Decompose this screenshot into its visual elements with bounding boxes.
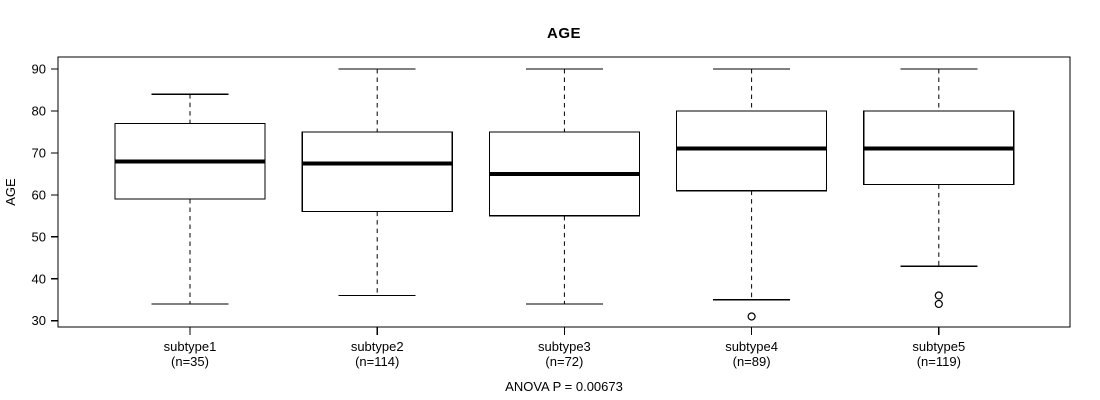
y-tick-label: 60 (32, 187, 46, 202)
outlier-point (934, 291, 943, 300)
group-count-label: (n=72) (545, 354, 583, 369)
group-count-label: (n=35) (171, 354, 209, 369)
iqr-box (675, 110, 828, 192)
group-label: subtype2 (351, 339, 404, 354)
group-count-label: (n=89) (733, 354, 771, 369)
group-count-label: (n=119) (917, 354, 961, 369)
boxplot-group (301, 68, 453, 297)
boxplot-group (863, 68, 1015, 309)
group-label: subtype4 (725, 339, 778, 354)
outlier-point (934, 299, 943, 309)
y-axis: 30 40 50 60 70 80 90 (32, 62, 58, 328)
y-tick-label: 50 (32, 229, 46, 244)
group-count-label: (n=114) (355, 354, 399, 369)
boxplot-series (114, 68, 1015, 321)
outlier-point (747, 312, 756, 321)
chart-title: AGE (547, 25, 581, 42)
group-label: subtype1 (164, 339, 217, 354)
y-tick-label: 30 (32, 313, 46, 328)
x-axis: subtype1(n=35)subtype2(n=114)subtype3(n=… (164, 327, 965, 369)
y-tick-label: 40 (32, 271, 46, 286)
y-tick-label: 70 (32, 145, 46, 160)
y-tick-label: 90 (32, 62, 46, 77)
boxplot-group (675, 68, 828, 321)
y-axis-title: AGE (3, 178, 18, 206)
iqr-box (301, 131, 453, 213)
y-tick-label: 80 (32, 103, 46, 118)
anova-p-value-text: ANOVA P = 0.00673 (505, 379, 623, 394)
boxplot-group (114, 93, 266, 305)
group-label: subtype5 (912, 339, 965, 354)
group-label: subtype3 (538, 339, 591, 354)
boxplot-group (488, 68, 640, 305)
